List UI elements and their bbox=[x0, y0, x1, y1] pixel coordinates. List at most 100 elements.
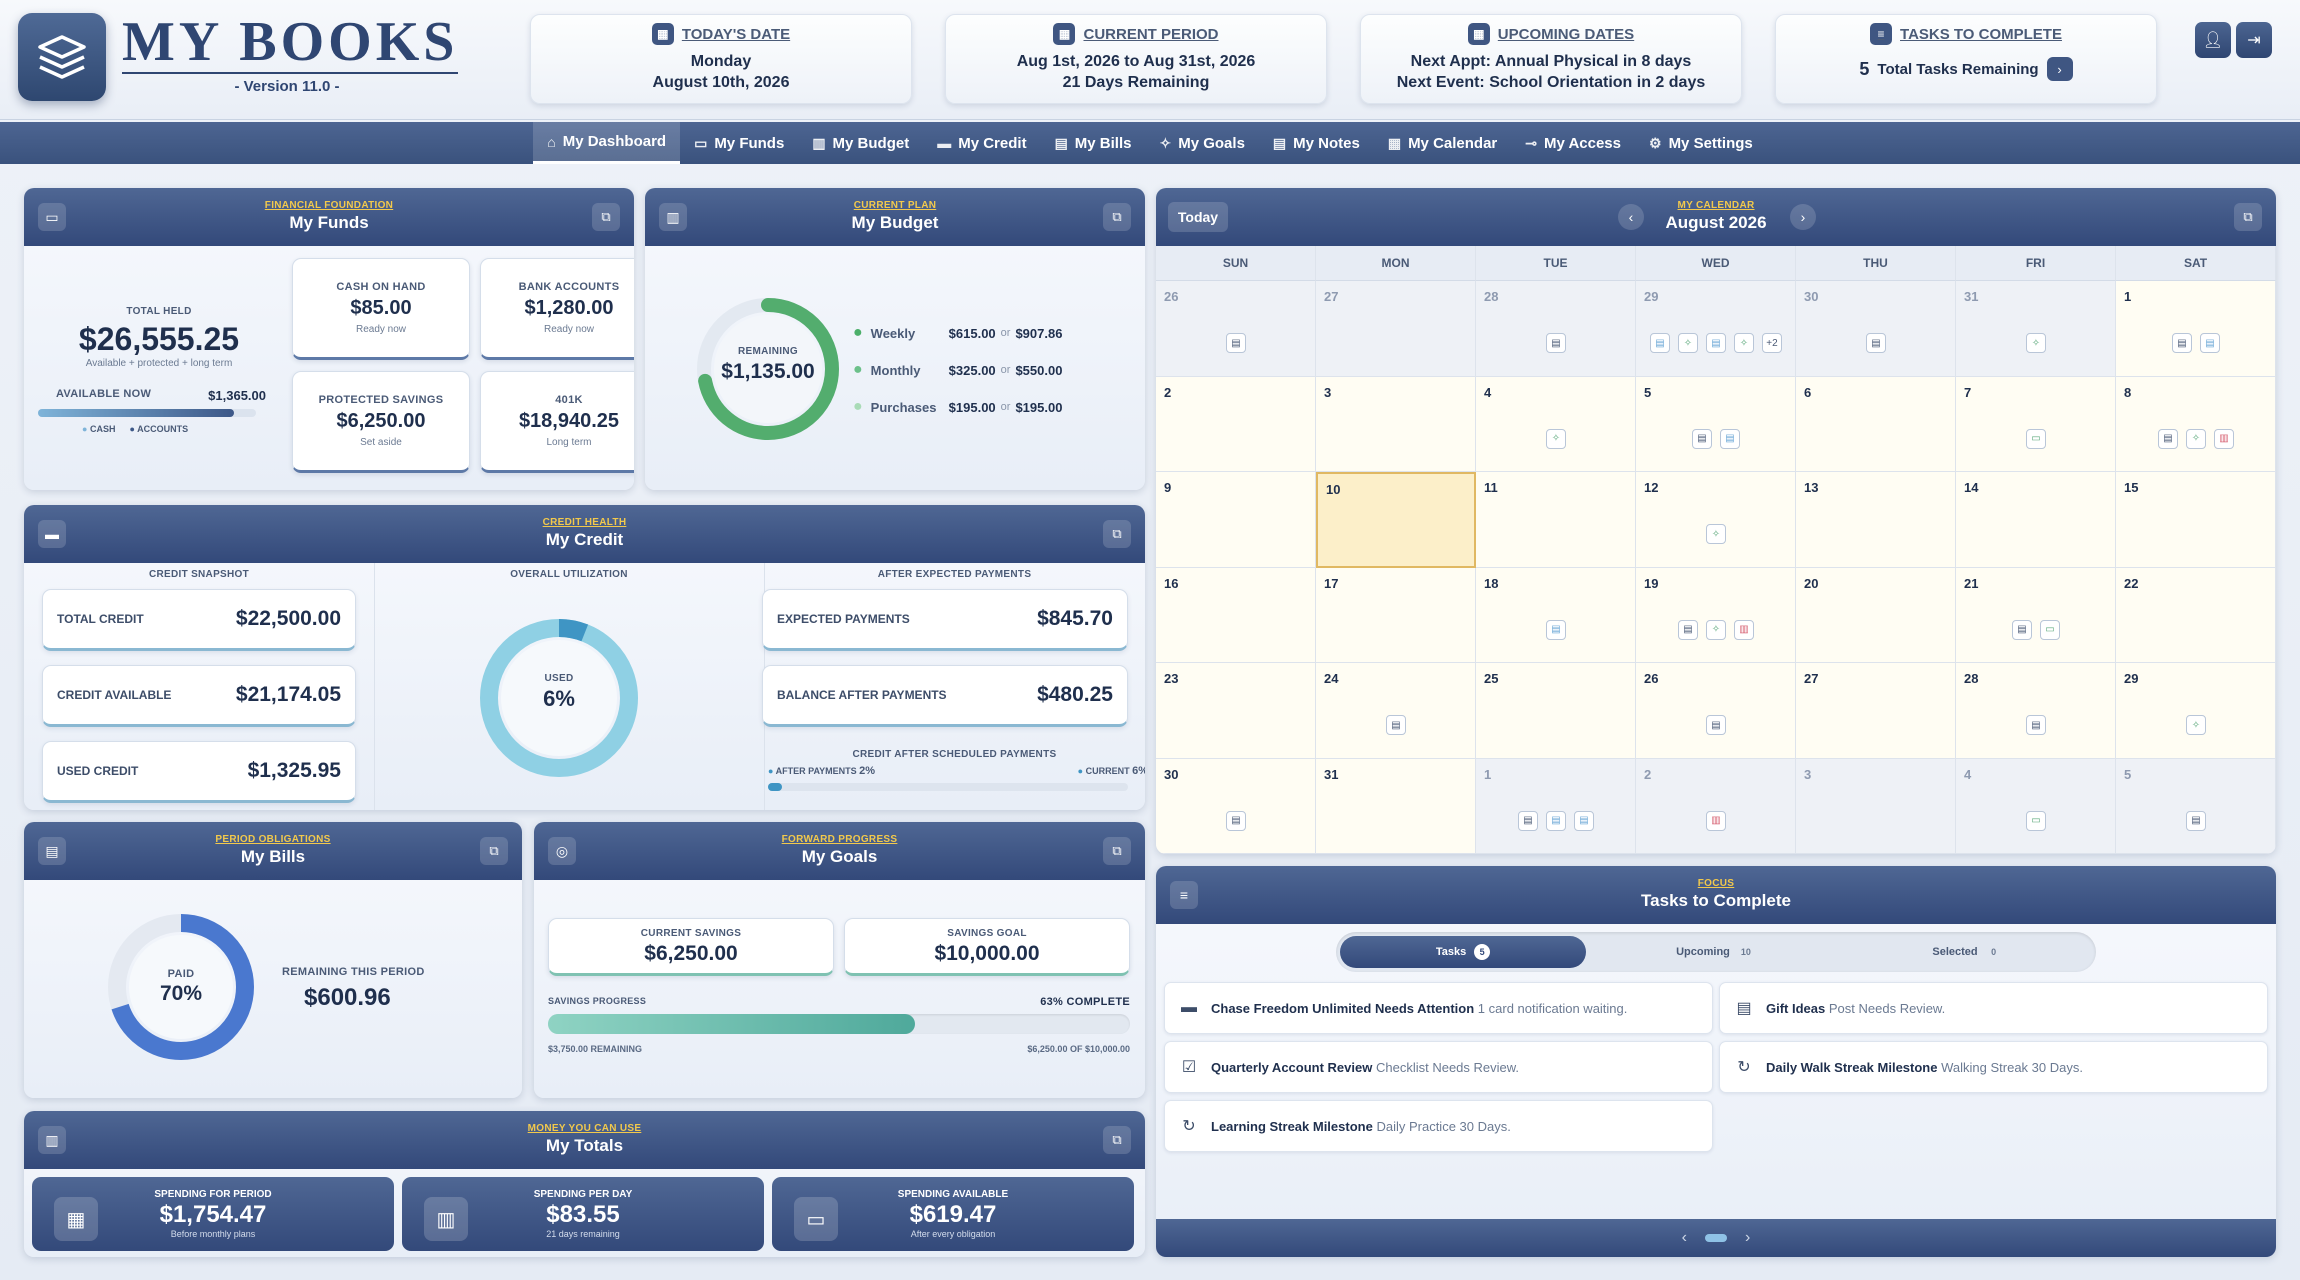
nav-item-my-notes[interactable]: ▤ My Notes bbox=[1259, 122, 1374, 164]
calendar-day[interactable]: 26 ▤ bbox=[1636, 663, 1796, 759]
event-icon[interactable]: ▤ bbox=[1386, 715, 1406, 735]
calendar-day[interactable]: 10 bbox=[1316, 472, 1476, 568]
event-icon[interactable]: ✧ bbox=[2026, 333, 2046, 353]
event-icon[interactable]: ▥ bbox=[1734, 619, 1754, 640]
calendar-day[interactable]: 4 ✧ bbox=[1476, 376, 1636, 472]
prev-month-icon[interactable]: ‹ bbox=[1618, 204, 1644, 230]
event-icon[interactable]: ▤ bbox=[1720, 428, 1740, 449]
calendar-day[interactable]: 8 ▤ ✧ ▥ bbox=[2116, 376, 2276, 472]
calendar-day[interactable]: 23 bbox=[1156, 663, 1316, 759]
totals-card[interactable]: ▭ SPENDING AVAILABLE $619.47 After every ob… bbox=[772, 1177, 1134, 1251]
task-item[interactable]: ☑ Quarterly Account Review Checklist Need… bbox=[1164, 1041, 1713, 1093]
event-icon[interactable]: ✧ bbox=[1706, 524, 1726, 544]
event-icon[interactable]: ▤ bbox=[1650, 333, 1670, 353]
calendar-day[interactable]: 13 bbox=[1796, 472, 1956, 568]
after-payment-row[interactable]: BALANCE AFTER PAYMENTS $480.25 bbox=[762, 665, 1128, 727]
calendar-day[interactable]: 31 ✧ bbox=[1956, 281, 2116, 377]
next-page-icon[interactable]: › bbox=[1745, 1229, 1751, 1246]
external-link-icon[interactable]: ⧉ bbox=[1103, 203, 1131, 231]
calendar-day[interactable]: 11 bbox=[1476, 472, 1636, 568]
calendar-day[interactable]: 4 ▭ bbox=[1956, 758, 2116, 854]
totals-card[interactable]: ▦ SPENDING FOR PERIOD $1,754.47 Before mont… bbox=[32, 1177, 394, 1251]
calendar-day[interactable]: 15 bbox=[2116, 472, 2276, 568]
event-icon[interactable]: ▤ bbox=[1706, 715, 1726, 735]
event-icon[interactable]: ▥ bbox=[1706, 810, 1726, 831]
calendar-day[interactable]: 24 ▤ bbox=[1316, 663, 1476, 759]
external-link-icon[interactable]: ⧉ bbox=[1103, 520, 1131, 548]
page-dot[interactable] bbox=[1705, 1234, 1727, 1242]
totals-card[interactable]: ▥ SPENDING PER DAY $83.55 21 days remaining bbox=[402, 1177, 764, 1251]
event-icon[interactable]: +2 bbox=[1762, 333, 1782, 353]
calendar-day[interactable]: 6 bbox=[1796, 376, 1956, 472]
nav-item-my-credit[interactable]: ▬ My Credit bbox=[923, 122, 1040, 164]
event-icon[interactable]: ✧ bbox=[2186, 715, 2206, 735]
today-button[interactable]: Today bbox=[1168, 202, 1228, 232]
calendar-day[interactable]: 1 ▤ ▤ ▤ bbox=[1476, 758, 1636, 854]
funds-card[interactable]: CASH ON HAND $85.00 Ready now bbox=[292, 258, 470, 360]
tab-selected[interactable]: Selected 0 bbox=[1844, 936, 2090, 968]
event-icon[interactable]: ▤ bbox=[1574, 810, 1594, 831]
external-link-icon[interactable]: ⧉ bbox=[480, 837, 508, 865]
credit-row[interactable]: TOTAL CREDIT $22,500.00 bbox=[42, 589, 356, 651]
event-icon[interactable]: ✧ bbox=[1678, 333, 1698, 353]
calendar-day[interactable]: 2 bbox=[1156, 376, 1316, 472]
external-link-icon[interactable]: ⧉ bbox=[592, 203, 620, 231]
event-icon[interactable]: ✧ bbox=[1734, 333, 1754, 353]
event-icon[interactable]: ▤ bbox=[1706, 333, 1726, 353]
calendar-day[interactable]: 3 bbox=[1316, 376, 1476, 472]
event-icon[interactable]: ✧ bbox=[1546, 428, 1566, 449]
event-icon[interactable]: ▥ bbox=[2214, 428, 2234, 449]
calendar-day[interactable]: 27 bbox=[1796, 663, 1956, 759]
task-item[interactable]: ▤ Gift Ideas Post Needs Review. bbox=[1719, 982, 2268, 1034]
event-icon[interactable]: ▤ bbox=[2172, 333, 2192, 353]
task-item[interactable]: ▬ Chase Freedom Unlimited Needs Attention… bbox=[1164, 982, 1713, 1034]
task-item[interactable]: ↻ Learning Streak Milestone Daily Practic… bbox=[1164, 1100, 1713, 1152]
calendar-day[interactable]: 18 ▤ bbox=[1476, 567, 1636, 663]
calendar-day[interactable]: 7 ▭ bbox=[1956, 376, 2116, 472]
calendar-day[interactable]: 2 ▥ bbox=[1636, 758, 1796, 854]
funds-card[interactable]: 401K $18,940.25 Long term bbox=[480, 371, 634, 473]
calendar-day[interactable]: 20 bbox=[1796, 567, 1956, 663]
credit-row[interactable]: CREDIT AVAILABLE $21,174.05 bbox=[42, 665, 356, 727]
prev-page-icon[interactable]: ‹ bbox=[1681, 1229, 1687, 1246]
event-icon[interactable]: ▭ bbox=[2040, 619, 2060, 640]
event-icon[interactable]: ▤ bbox=[1546, 333, 1566, 353]
event-icon[interactable]: ▤ bbox=[2200, 333, 2220, 353]
event-icon[interactable]: ▤ bbox=[1678, 619, 1698, 640]
nav-item-my-access[interactable]: ⊸ My Access bbox=[1511, 122, 1635, 164]
next-month-icon[interactable]: › bbox=[1790, 204, 1816, 230]
calendar-day[interactable]: 30 ▤ bbox=[1796, 281, 1956, 377]
calendar-day[interactable]: 16 bbox=[1156, 567, 1316, 663]
tab-upcoming[interactable]: Upcoming 10 bbox=[1592, 936, 1838, 968]
calendar-day[interactable]: 28 ▤ bbox=[1476, 281, 1636, 377]
event-icon[interactable]: ▤ bbox=[1692, 428, 1712, 449]
event-icon[interactable]: ▤ bbox=[2158, 428, 2178, 449]
nav-item-my-calendar[interactable]: ▦ My Calendar bbox=[1374, 122, 1511, 164]
event-icon[interactable]: ▤ bbox=[1546, 619, 1566, 640]
calendar-day[interactable]: 14 bbox=[1956, 472, 2116, 568]
calendar-day[interactable]: 31 bbox=[1316, 758, 1476, 854]
funds-card[interactable]: BANK ACCOUNTS $1,280.00 Ready now bbox=[480, 258, 634, 360]
calendar-day[interactable]: 28 ▤ bbox=[1956, 663, 2116, 759]
calendar-day[interactable]: 12 ✧ bbox=[1636, 472, 1796, 568]
calendar-day[interactable]: 27 bbox=[1316, 281, 1476, 377]
credit-row[interactable]: USED CREDIT $1,325.95 bbox=[42, 741, 356, 803]
task-item[interactable]: ↻ Daily Walk Streak Milestone Walking Str… bbox=[1719, 1041, 2268, 1093]
nav-item-my-bills[interactable]: ▤ My Bills bbox=[1041, 122, 1146, 164]
calendar-day[interactable]: 29 ▤ ✧ ▤ ✧ +2 bbox=[1636, 281, 1796, 377]
event-icon[interactable]: ▭ bbox=[2026, 810, 2046, 831]
event-icon[interactable]: ▤ bbox=[1546, 810, 1566, 831]
calendar-day[interactable]: 26 ▤ bbox=[1156, 281, 1316, 377]
event-icon[interactable]: ✧ bbox=[1706, 619, 1726, 640]
calendar-day[interactable]: 1 ▤ ▤ bbox=[2116, 281, 2276, 377]
nav-item-my-funds[interactable]: ▭ My Funds bbox=[680, 122, 798, 164]
nav-item-my-goals[interactable]: ✧ My Goals bbox=[1145, 122, 1258, 164]
tab-tasks[interactable]: Tasks 5 bbox=[1340, 936, 1586, 968]
event-icon[interactable]: ▤ bbox=[1866, 333, 1886, 353]
event-icon[interactable]: ▤ bbox=[2026, 715, 2046, 735]
calendar-day[interactable]: 9 bbox=[1156, 472, 1316, 568]
logout-button[interactable]: ⇥ bbox=[2236, 22, 2272, 58]
calendar-day[interactable]: 19 ▤ ✧ ▥ bbox=[1636, 567, 1796, 663]
calendar-day[interactable]: 25 bbox=[1476, 663, 1636, 759]
profile-button[interactable]: 👤︎ bbox=[2195, 22, 2231, 58]
